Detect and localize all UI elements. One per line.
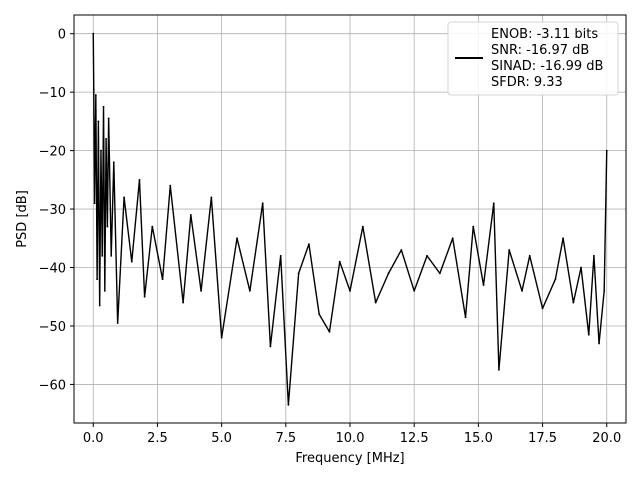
psd-data-point bbox=[562, 237, 564, 240]
psd-data-point bbox=[541, 307, 544, 310]
psd-data-point bbox=[103, 290, 106, 292]
psd-data-point bbox=[269, 345, 272, 348]
y-tick-label: −20 bbox=[39, 145, 66, 160]
x-tick-label: 0.0 bbox=[83, 431, 104, 446]
y-tick-label: −40 bbox=[39, 262, 66, 277]
psd-data-point bbox=[107, 117, 110, 120]
psd-data-point bbox=[598, 342, 600, 345]
psd-data-point bbox=[106, 225, 109, 228]
psd-data-point bbox=[92, 32, 95, 35]
psd-data-point bbox=[464, 316, 467, 319]
psd-data-point bbox=[130, 260, 133, 263]
psd-data-point bbox=[287, 403, 290, 406]
legend-box bbox=[447, 21, 619, 96]
psd-data-point bbox=[400, 249, 403, 251]
psd-data-point bbox=[328, 330, 331, 333]
x-tick-label: 15.0 bbox=[464, 431, 493, 446]
y-tick-label: −10 bbox=[39, 86, 66, 101]
psd-data-point bbox=[426, 254, 428, 257]
psd-data-point bbox=[338, 260, 341, 263]
psd-data-point bbox=[297, 272, 300, 275]
psd-data-point bbox=[210, 196, 213, 199]
psd-data-point bbox=[438, 272, 441, 275]
legend: ENOB: -3.11 bits SNR: -16.97 dB SINAD: -… bbox=[447, 21, 619, 96]
psd-data-point bbox=[92, 88, 95, 91]
psd-data-point bbox=[528, 254, 531, 257]
psd-data-point bbox=[308, 243, 310, 246]
psd-data-point bbox=[261, 202, 264, 205]
psd-data-point bbox=[279, 254, 282, 257]
x-tick-label: 7.5 bbox=[275, 431, 296, 446]
x-tick-label: 10.0 bbox=[336, 431, 365, 446]
psd-data-point bbox=[97, 120, 100, 123]
y-tick-label: −30 bbox=[39, 203, 66, 218]
psd-data-point bbox=[413, 290, 416, 292]
legend-entry-enob: ENOB: -3.11 bits bbox=[491, 27, 598, 42]
psd-data-point bbox=[605, 149, 608, 152]
psd-data-point bbox=[587, 333, 590, 336]
psd-data-point bbox=[498, 368, 500, 371]
psd-data-point bbox=[361, 225, 364, 228]
psd-data-point bbox=[220, 336, 223, 339]
psd-data-point bbox=[349, 290, 351, 292]
series-layer bbox=[92, 32, 608, 406]
y-tick-label: −60 bbox=[39, 378, 66, 393]
psd-data-point bbox=[169, 184, 172, 187]
x-axis-label: Frequency [MHz] bbox=[295, 451, 404, 466]
psd-data-point bbox=[451, 237, 454, 240]
psd-data-point bbox=[492, 202, 495, 205]
psd-data-point bbox=[116, 322, 119, 324]
psd-data-point bbox=[151, 225, 154, 228]
psd-data-point bbox=[96, 278, 99, 281]
psd-data-point bbox=[123, 196, 125, 199]
y-axis: 0 −10 −20 −30 −40 −50 −60 bbox=[39, 28, 74, 393]
psd-data-point bbox=[603, 290, 606, 292]
psd-data-point bbox=[100, 149, 102, 152]
psd-data-point bbox=[102, 105, 105, 108]
psd-data-point bbox=[189, 214, 192, 216]
psd-data-point bbox=[472, 225, 475, 228]
psd-data-point bbox=[143, 295, 146, 298]
psd-data-point bbox=[182, 301, 185, 304]
psd-data-point bbox=[200, 290, 202, 292]
psd-data-point bbox=[98, 304, 101, 307]
legend-entry-sfdr: SFDR: 9.33 bbox=[491, 75, 563, 90]
legend-entry-snr: SNR: -16.97 dB bbox=[491, 43, 589, 58]
x-tick-label: 5.0 bbox=[211, 431, 232, 446]
psd-data-point bbox=[161, 278, 164, 281]
x-tick-label: 17.5 bbox=[528, 431, 557, 446]
psd-data-point bbox=[248, 290, 251, 292]
psd-data-point bbox=[554, 278, 557, 281]
y-tick-label: −50 bbox=[39, 320, 66, 335]
psd-data-point bbox=[112, 161, 115, 164]
psd-data-point bbox=[93, 202, 96, 205]
y-tick-label: 0 bbox=[58, 28, 66, 43]
psd-data-point bbox=[374, 301, 377, 304]
psd-data-point bbox=[94, 94, 97, 96]
psd-data-point bbox=[110, 254, 113, 257]
x-tick-label: 20.0 bbox=[592, 431, 621, 446]
x-tick-label: 12.5 bbox=[400, 431, 429, 446]
x-axis: 0.0 2.5 5.0 7.5 10.0 12.5 15.0 17.5 20.0 bbox=[83, 423, 621, 446]
psd-data-point bbox=[105, 138, 107, 140]
psd-data-point bbox=[387, 272, 390, 275]
legend-entry-sinad: SINAD: -16.99 dB bbox=[491, 59, 603, 74]
psd-data-point bbox=[580, 266, 582, 269]
psd-data-point bbox=[138, 178, 141, 181]
y-axis-label: PSD [dB] bbox=[15, 190, 30, 248]
psd-data-point bbox=[318, 313, 321, 316]
psd-data-point bbox=[482, 284, 485, 286]
psd-data-point bbox=[508, 249, 511, 251]
psd-data-point bbox=[521, 290, 523, 292]
x-tick-label: 2.5 bbox=[147, 431, 168, 446]
psd-data-point bbox=[101, 254, 104, 257]
psd-data-point bbox=[236, 237, 238, 240]
psd-data-point bbox=[593, 254, 595, 257]
psd-data-point bbox=[572, 301, 575, 304]
